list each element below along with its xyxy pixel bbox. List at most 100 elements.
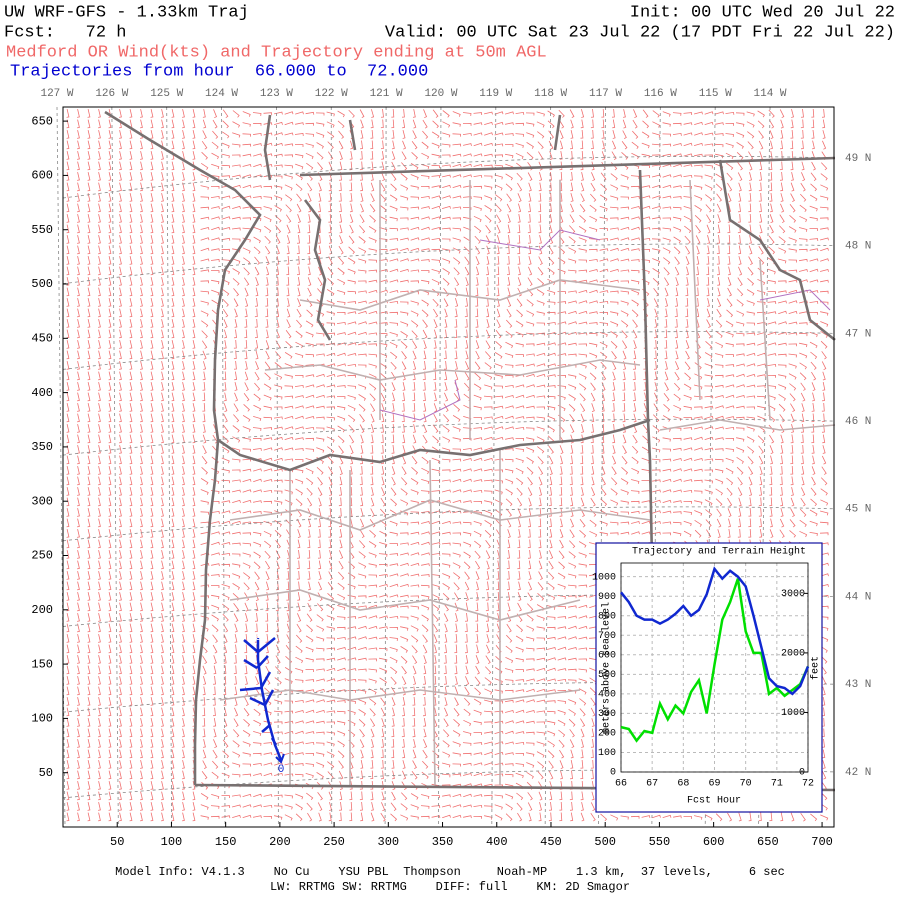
y-tick-label: 550 xyxy=(31,223,53,237)
latitude-label: 48 N xyxy=(845,241,871,253)
puget-sound xyxy=(303,199,332,341)
x-tick-label: 400 xyxy=(486,835,508,849)
series-line xyxy=(620,566,810,696)
y2-tick-label: 0 xyxy=(799,768,805,779)
x-tick-label: 600 xyxy=(703,835,725,849)
inset-y-label: meters above sea level xyxy=(601,602,613,734)
coastline xyxy=(104,110,262,785)
map-area: 6 0 xyxy=(56,106,836,828)
county-line xyxy=(264,359,641,381)
latitude-label: 46 N xyxy=(845,416,871,428)
y-tick-label: 300 xyxy=(598,709,616,720)
latitude-label: 47 N xyxy=(845,328,871,340)
y-tick-label: 600 xyxy=(31,169,53,183)
series-line xyxy=(620,578,810,743)
footer-physics: LW: RRTMG SW: RRTMG DIFF: full KM: 2D Sm… xyxy=(270,880,630,894)
y2-tick-label: 1000 xyxy=(781,708,805,719)
trajectory-arrow xyxy=(275,753,285,764)
y-tick-label: 500 xyxy=(598,670,616,681)
county-line xyxy=(659,179,836,431)
longitude-label: 114 W xyxy=(754,88,787,100)
x-tick-label: 72 xyxy=(802,779,814,790)
x-tick-label: 100 xyxy=(161,835,183,849)
x-tick-label: 50 xyxy=(110,835,124,849)
y-tick-label: 500 xyxy=(31,277,53,291)
county-line xyxy=(299,279,641,311)
lake-shore xyxy=(263,114,562,181)
longitude-label: 121 W xyxy=(370,88,403,100)
y-tick-label: 300 xyxy=(31,494,53,508)
x-tick-label: 350 xyxy=(432,835,454,849)
y-tick-label: 0 xyxy=(610,768,616,779)
y-tick-label: 350 xyxy=(31,440,53,454)
y-tick-label: 800 xyxy=(598,611,616,622)
x-tick-label: 69 xyxy=(708,779,720,790)
x-tick-label: 700 xyxy=(811,835,833,849)
y-tick-label: 700 xyxy=(598,631,616,642)
rivers xyxy=(379,229,831,421)
trajectory-start-label: 6 xyxy=(255,632,262,644)
title: UW WRF-GFS - 1.33km Traj xyxy=(4,3,249,22)
y-tick-label: 50 xyxy=(39,766,53,780)
county-line xyxy=(229,589,581,621)
longitude-label: 124 W xyxy=(205,88,238,100)
y-tick-label: 200 xyxy=(31,603,53,617)
x-tick-label: 550 xyxy=(649,835,671,849)
inset-title: Trajectory and Terrain Height xyxy=(632,546,806,558)
latitude-label: 49 N xyxy=(845,153,871,165)
latitude-label: 44 N xyxy=(845,591,871,603)
y-tick-label: 450 xyxy=(31,331,53,345)
inset-y2-label: feet xyxy=(810,656,822,680)
y-tick-label: 600 xyxy=(598,650,616,661)
longitude-label: 115 W xyxy=(699,88,732,100)
longitude-label: 119 W xyxy=(479,88,512,100)
x-tick-label: 500 xyxy=(594,835,616,849)
county-lines xyxy=(219,179,836,786)
longitude-label: 117 W xyxy=(589,88,622,100)
valid-time: Valid: 00 UTC Sat 23 Jul 22 (17 PDT Fri … xyxy=(385,23,895,42)
x-tick-label: 66 xyxy=(615,779,627,790)
x-tick-label: 68 xyxy=(677,779,689,790)
borders-coast xyxy=(104,110,836,792)
county-line xyxy=(219,689,581,701)
inset-x-label: Fcst Hour xyxy=(687,796,741,807)
river xyxy=(479,229,601,251)
canada-border xyxy=(299,156,836,177)
river xyxy=(759,289,831,311)
y-tick-label: 250 xyxy=(31,549,53,563)
init-time: Init: 00 UTC Wed 20 Jul 22 xyxy=(630,3,895,22)
trajectory-hours: Trajectories from hour 66.000 to 72.000 xyxy=(10,62,428,81)
y-tick-label: 900 xyxy=(598,592,616,603)
x-tick-label: 300 xyxy=(378,835,400,849)
map-frame xyxy=(62,106,835,828)
latitude-label: 45 N xyxy=(845,504,871,516)
x-tick-label: 67 xyxy=(646,779,658,790)
county-line xyxy=(379,180,561,440)
latitude-label: 43 N xyxy=(845,679,871,691)
x-tick-label: 200 xyxy=(269,835,291,849)
y-tick-label: 100 xyxy=(31,712,53,726)
x-tick-label: 250 xyxy=(323,835,345,849)
longitude-label: 126 W xyxy=(95,88,128,100)
y-tick-label: 1000 xyxy=(592,572,616,583)
longitude-label: 122 W xyxy=(315,88,348,100)
longitude-label: 116 W xyxy=(644,88,677,100)
y-tick-label: 200 xyxy=(598,729,616,740)
y-tick-label: 150 xyxy=(31,657,53,671)
y-tick-label: 400 xyxy=(31,386,53,400)
trajectory-end-label: 0 xyxy=(278,764,285,776)
x-tick-label: 71 xyxy=(771,779,783,790)
longitude-label: 120 W xyxy=(424,88,457,100)
y-tick-label: 100 xyxy=(598,748,616,759)
longitude-label: 125 W xyxy=(150,88,183,100)
county-line xyxy=(289,450,501,786)
y2-tick-label: 2000 xyxy=(781,649,805,660)
x-tick-label: 70 xyxy=(740,779,752,790)
x-tick-label: 650 xyxy=(757,835,779,849)
wa-or-border xyxy=(217,418,651,472)
y-tick-label: 650 xyxy=(31,114,53,128)
latitude-label: 42 N xyxy=(845,767,871,779)
longitude-label: 127 W xyxy=(40,88,73,100)
